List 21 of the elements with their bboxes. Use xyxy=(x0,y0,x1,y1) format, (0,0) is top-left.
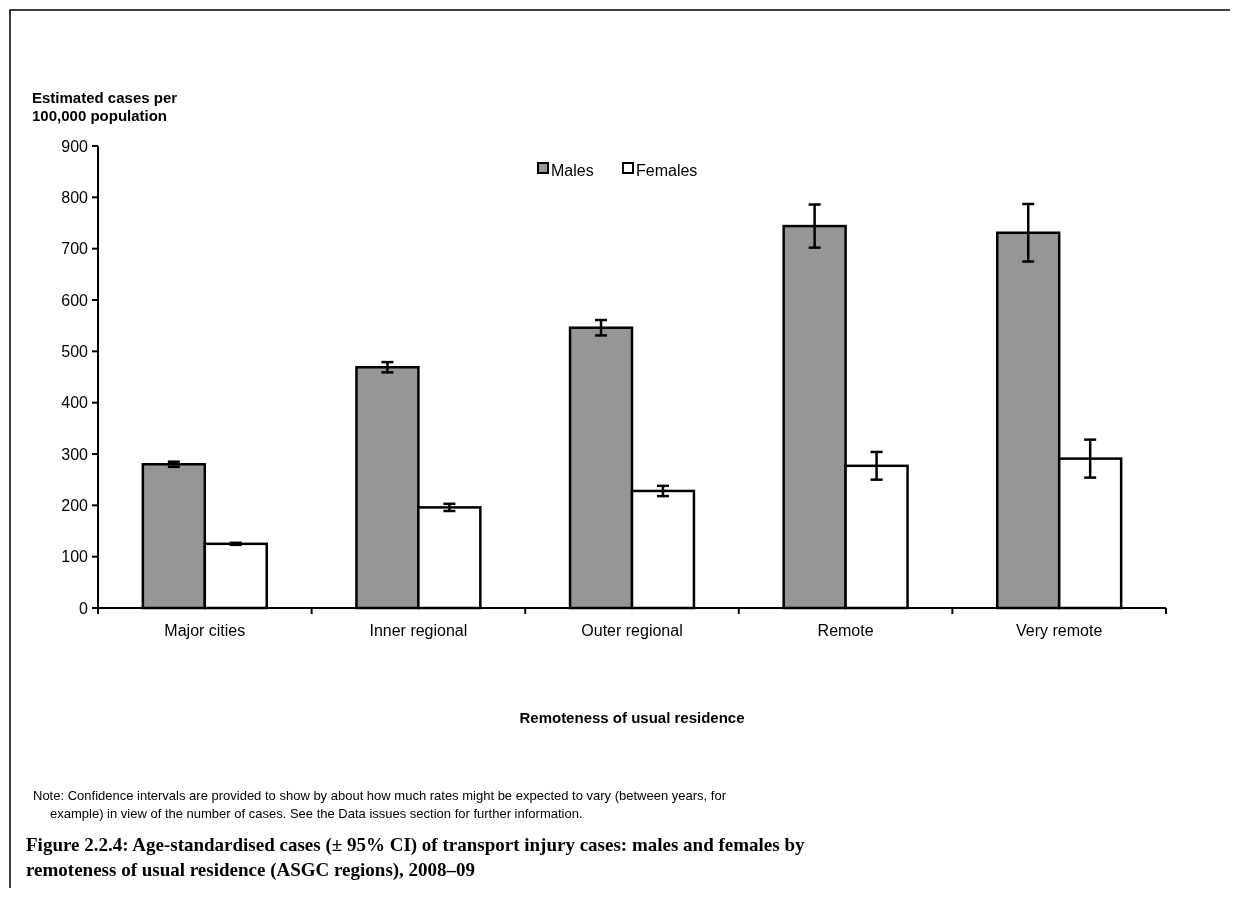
y-tick-label: 0 xyxy=(79,599,89,617)
y-tick-label: 600 xyxy=(61,291,89,309)
x-tick-label: Major cities xyxy=(164,622,246,639)
text: Figure 2.2.4: Age-standardised cases (± 95% CI) of transport injury cases: males and females by remoteness of usual residence (ASGC regions), 2008–09 xyxy=(26,834,805,881)
y-tick-label: 500 xyxy=(61,342,89,360)
y-tick-label: 400 xyxy=(61,394,89,412)
text: Note: Confidence intervals are provided to show by about how much rates might be expected to vary (between years, for example) in view of the number of cases. See the Data issues section for further information. xyxy=(33,788,727,821)
legend-label: Females xyxy=(636,161,698,179)
x-tick-label: Inner regional xyxy=(369,622,468,639)
x-tick-label: Remote xyxy=(817,622,874,639)
y-tick-label: 800 xyxy=(61,188,89,206)
y-tick-label: 900 xyxy=(61,137,89,155)
x-axis-title: Remoteness of usual residence xyxy=(519,709,745,726)
y-axis-title: Estimated cases per 100,000 population xyxy=(32,89,178,124)
y-tick-label: 100 xyxy=(61,548,89,566)
legend-label: Males xyxy=(551,161,594,179)
y-tick-label: 200 xyxy=(61,496,89,514)
y-tick-label: 300 xyxy=(61,445,89,463)
y-tick-label: 700 xyxy=(61,240,89,258)
x-tick-label: Very remote xyxy=(1016,622,1103,639)
x-tick-label: Outer regional xyxy=(581,622,683,639)
